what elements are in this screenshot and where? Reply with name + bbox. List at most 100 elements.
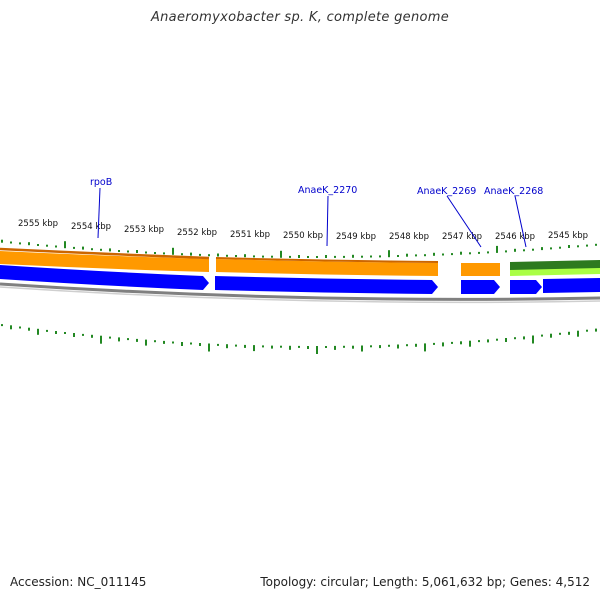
gc-bar (595, 243, 597, 246)
genome-backbone (0, 282, 600, 301)
tick-label: 2555 kbp (18, 219, 58, 229)
map-title: Anaeromyxobacter sp. K, complete genome (150, 10, 450, 25)
gc-bar (352, 254, 354, 258)
gc-bar (37, 328, 39, 335)
blue-feature-arrow-5 (543, 278, 600, 293)
gc-bar (307, 346, 309, 349)
gc-bar (379, 345, 381, 349)
gc-bar (577, 245, 579, 248)
green-feature-track (510, 260, 600, 276)
orange-feature-track (0, 247, 500, 276)
gc-bar (415, 343, 417, 347)
gene-label-anaek-2268: AnaeK_2268 (484, 186, 543, 197)
gc-bar (190, 252, 192, 256)
leader-line-rpob (97, 187, 101, 239)
gc-bar (478, 251, 480, 254)
gc-bar (163, 252, 165, 255)
gc-bar (388, 344, 390, 347)
gc-bar (424, 254, 426, 257)
gc-bar (199, 343, 201, 346)
gc-bar (343, 255, 345, 258)
gc-bar (235, 255, 237, 257)
gc-bar (226, 344, 228, 349)
gc-bar (586, 244, 588, 247)
gc-bar (190, 342, 192, 345)
gc-bar (559, 246, 561, 249)
gc-bar (208, 254, 210, 257)
gc-bar (154, 340, 156, 343)
gc-bar (19, 326, 21, 329)
gc-bar (388, 250, 390, 258)
axis-ticks: 2555 kbp 2554 kbp 2553 kbp 2552 kbp 2551… (18, 219, 588, 242)
gc-bar (433, 342, 435, 345)
gc-bar (46, 329, 48, 332)
accession-label: Accession: NC_011145 (10, 575, 147, 589)
orange-feature-segment-1 (0, 251, 209, 272)
tick-label: 2548 kbp (389, 232, 429, 242)
gc-bar (298, 255, 300, 258)
gc-bar (217, 253, 219, 257)
gc-bar (55, 331, 57, 334)
gc-bar (442, 342, 444, 347)
gc-bar (406, 344, 408, 347)
tick-label: 2551 kbp (230, 230, 270, 240)
gc-bar (82, 333, 84, 336)
tick-label: 2545 kbp (548, 231, 588, 241)
gc-bar (127, 338, 129, 341)
gc-bar (280, 250, 282, 258)
gc-bar (541, 247, 543, 251)
gc-bar (163, 340, 165, 344)
gc-bar (478, 340, 480, 343)
gc-bar (118, 250, 120, 252)
gc-bar (55, 245, 57, 248)
gc-bar (397, 344, 399, 349)
orange-feature-edge-1 (0, 247, 210, 260)
gc-bar (514, 248, 516, 252)
gc-bar (487, 251, 489, 254)
gc-bar (289, 255, 291, 258)
gc-bar (109, 336, 111, 339)
gc-bar (244, 344, 246, 348)
gc-bar (451, 341, 453, 344)
gc-bar (514, 337, 516, 340)
blue-feature-arrow-2 (215, 276, 438, 294)
green-feature-dark-band (510, 260, 600, 270)
gc-bar (73, 246, 75, 249)
gc-bar (325, 346, 327, 348)
gc-bar (19, 242, 21, 245)
gc-bar (559, 332, 561, 335)
gc-bar (136, 338, 138, 342)
gc-bar (487, 339, 489, 343)
gc-bar (532, 248, 534, 251)
gc-bar (289, 345, 291, 350)
topology-label: Topology: circular; Length: 5,061,632 bp… (260, 575, 590, 589)
gc-bar (262, 255, 264, 258)
gene-label-rpob: rpoB (90, 177, 112, 188)
gc-bar (568, 245, 570, 248)
gc-bar (64, 332, 66, 334)
gc-bar (379, 255, 381, 258)
gene-label-anaek-2270: AnaeK_2270 (298, 185, 357, 196)
gc-bar (280, 345, 282, 348)
gc-bar (73, 333, 75, 337)
gc-bar (505, 250, 507, 253)
gc-bar (208, 343, 210, 352)
gc-bar (217, 343, 219, 346)
gc-bar (154, 252, 156, 254)
tick-label: 2554 kbp (71, 222, 111, 232)
gc-bar (595, 328, 597, 332)
gc-bar (181, 253, 183, 256)
gc-bar (28, 242, 30, 246)
tick-label: 2552 kbp (177, 228, 217, 238)
gc-bar (118, 337, 120, 342)
gc-bar (100, 248, 102, 251)
gc-bar (82, 246, 84, 250)
gc-bar (1, 239, 3, 243)
orange-feature-segment-3 (461, 263, 500, 276)
gc-bar (415, 254, 417, 257)
gc-bar (370, 345, 372, 348)
gc-bar (433, 252, 435, 256)
gc-bar (262, 345, 264, 348)
